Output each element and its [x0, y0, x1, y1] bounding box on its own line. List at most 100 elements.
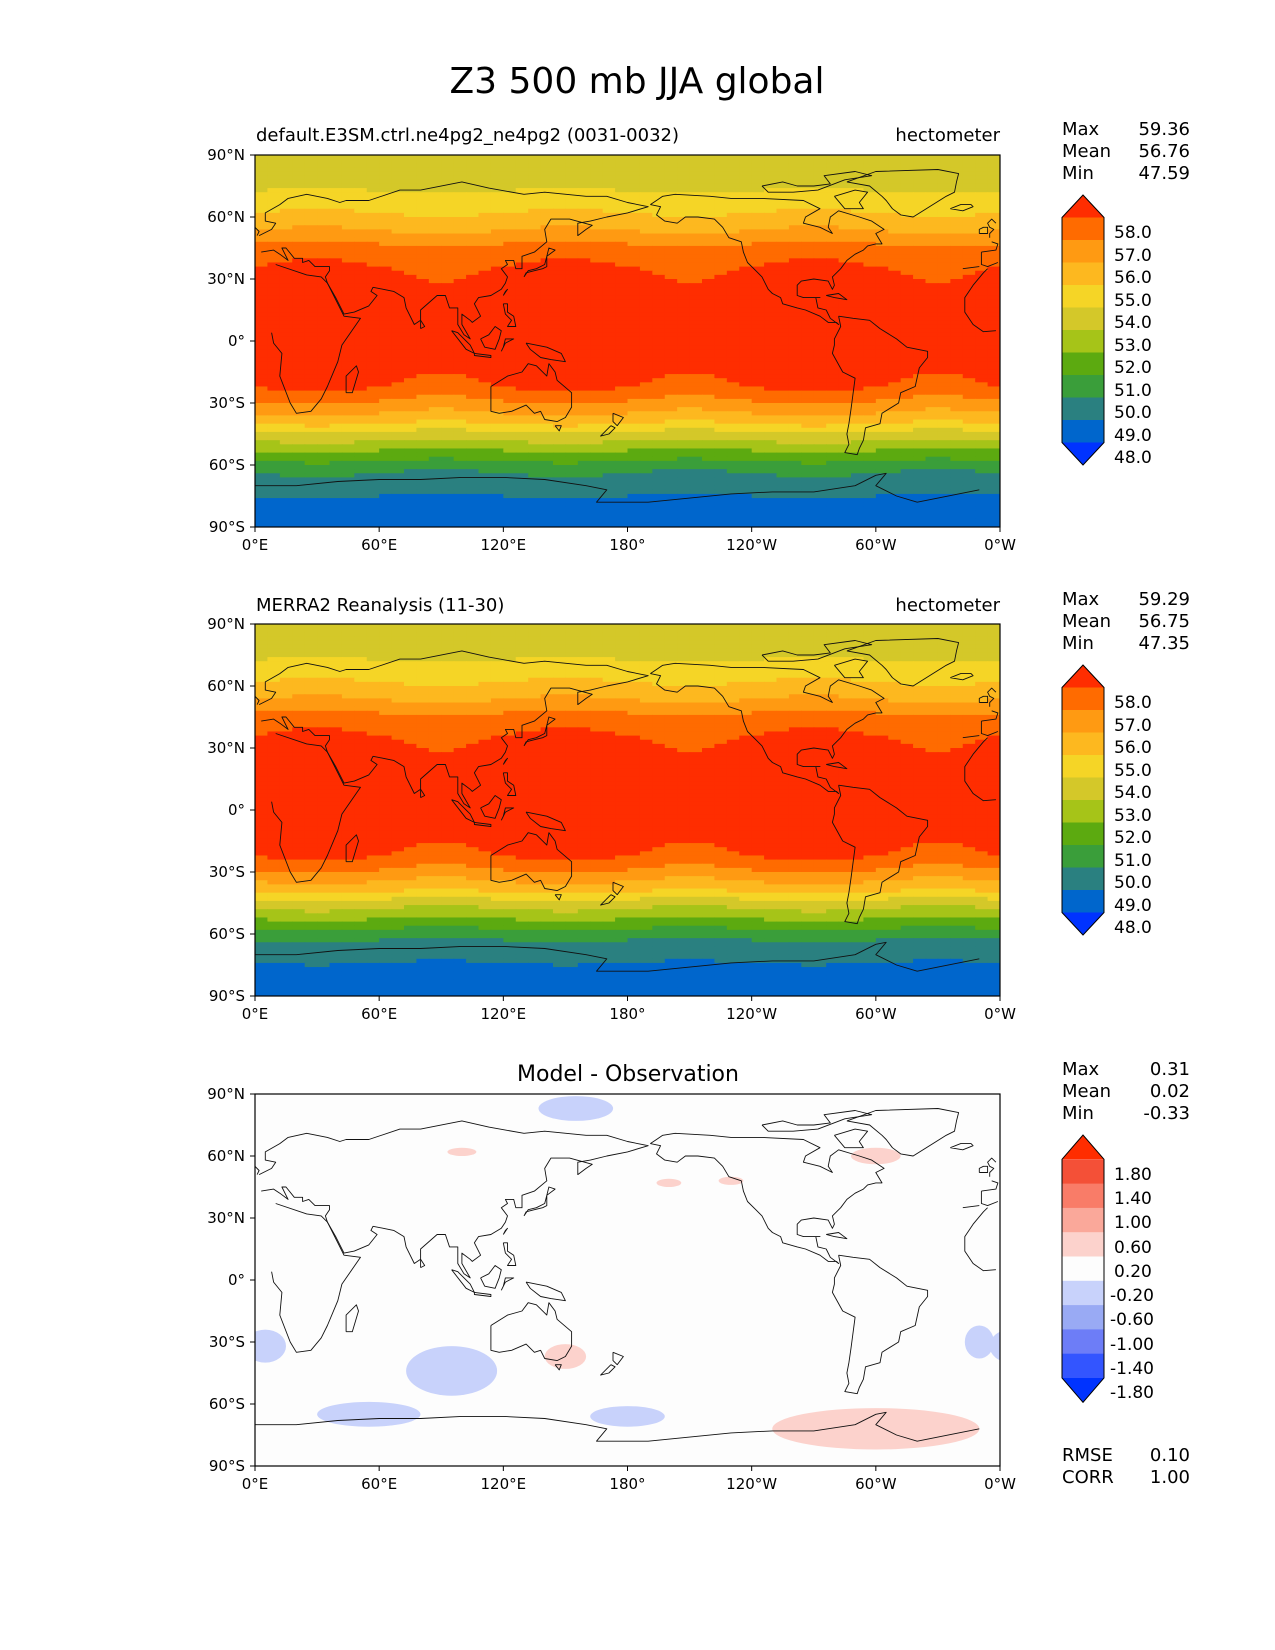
- field-cell: [813, 345, 827, 350]
- field-cell: [279, 456, 293, 462]
- field-cell: [490, 415, 504, 421]
- field-cell: [515, 159, 529, 164]
- field-cell: [379, 175, 393, 181]
- field-cell: [590, 431, 604, 437]
- field-cell: [863, 175, 877, 181]
- field-cell: [739, 341, 753, 346]
- field-cell: [540, 163, 554, 168]
- field-cell: [813, 328, 827, 334]
- field-cell: [503, 332, 517, 338]
- field-cell: [950, 341, 964, 346]
- field-cell: [553, 179, 567, 185]
- field-cell: [950, 456, 964, 462]
- field-cell: [416, 274, 430, 280]
- field-cell: [317, 436, 331, 441]
- field-cell: [354, 444, 368, 450]
- field-cell: [428, 179, 442, 185]
- field-cell: [615, 444, 629, 450]
- field-cell: [292, 208, 306, 214]
- field-cell: [975, 444, 989, 450]
- field-cell: [677, 212, 691, 218]
- field-cell: [851, 493, 865, 499]
- field-cell: [838, 407, 852, 412]
- field-cell: [466, 155, 480, 160]
- field-cell: [602, 349, 616, 354]
- field-cell: [540, 398, 554, 404]
- field-cell: [478, 423, 492, 429]
- field-cell: [900, 258, 914, 264]
- field-cell: [975, 196, 989, 202]
- field-cell: [975, 423, 989, 429]
- field-cell: [639, 423, 653, 429]
- field-cell: [937, 473, 951, 478]
- field-cell: [329, 427, 343, 433]
- field-cell: [863, 440, 877, 445]
- field-cell: [317, 415, 331, 421]
- field-cell: [652, 167, 666, 173]
- field-cell: [577, 369, 591, 375]
- field-cell: [813, 365, 827, 371]
- field-cell: [478, 171, 492, 177]
- field-cell: [466, 456, 480, 462]
- field-cell: [689, 245, 703, 251]
- field-cell: [590, 225, 604, 230]
- field-cell: [404, 448, 418, 454]
- field-cell: [341, 283, 355, 288]
- field-cell: [739, 175, 753, 181]
- field-cell: [441, 427, 455, 433]
- field-cell: [366, 312, 380, 317]
- field-cell: [925, 365, 939, 371]
- field-cell: [813, 481, 827, 487]
- field-cell: [776, 411, 790, 416]
- field-cell: [292, 427, 306, 433]
- field-cell: [689, 328, 703, 334]
- field-cell: [726, 324, 740, 330]
- field-cell: [689, 291, 703, 297]
- field-cell: [379, 452, 393, 458]
- field-cell: [838, 386, 852, 392]
- field-cell: [788, 320, 802, 326]
- field-cell: [652, 262, 666, 268]
- field-cell: [515, 295, 529, 301]
- field-cell: [490, 493, 504, 499]
- field-cell: [689, 200, 703, 206]
- field-cell: [913, 493, 927, 499]
- field-cell: [503, 208, 517, 214]
- field-cell: [689, 448, 703, 454]
- field-cell: [515, 394, 529, 400]
- field-cell: [925, 361, 939, 367]
- field-cell: [255, 369, 269, 375]
- field-cell: [838, 332, 852, 338]
- field-cell: [329, 254, 343, 259]
- field-cell: [925, 217, 939, 222]
- field-cell: [751, 312, 765, 317]
- field-cell: [478, 262, 492, 268]
- field-cell: [255, 233, 269, 239]
- field-cell: [751, 398, 765, 404]
- field-cell: [900, 403, 914, 408]
- field-cell: [329, 245, 343, 251]
- field-cell: [677, 262, 691, 268]
- field-cell: [677, 299, 691, 305]
- field-cell: [950, 431, 964, 437]
- field-cell: [838, 328, 852, 334]
- field-cell: [863, 341, 877, 346]
- field-cell: [900, 477, 914, 483]
- field-cell: [453, 374, 467, 379]
- field-cell: [739, 394, 753, 400]
- field-cell: [900, 274, 914, 280]
- field-cell: [404, 307, 418, 313]
- field-cell: [441, 303, 455, 309]
- field-cell: [503, 245, 517, 251]
- field-cell: [379, 465, 393, 470]
- field-cell: [453, 254, 467, 259]
- field-cell: [987, 188, 1000, 193]
- field-cell: [739, 200, 753, 206]
- field-cell: [255, 382, 269, 388]
- field-cell: [540, 436, 554, 441]
- field-cell: [366, 394, 380, 400]
- field-cell: [602, 254, 616, 259]
- field-cell: [937, 361, 951, 367]
- field-cell: [466, 229, 480, 235]
- field-cell: [888, 460, 902, 466]
